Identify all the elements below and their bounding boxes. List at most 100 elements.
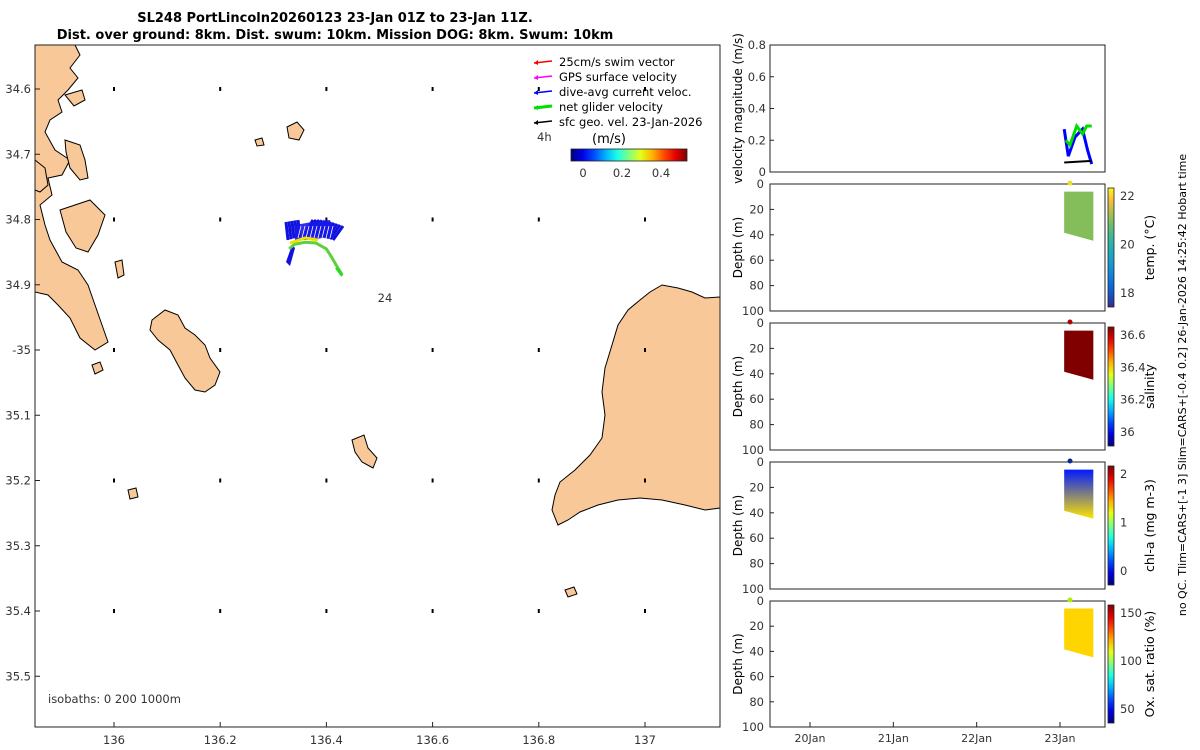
glider-track-fast-segment: [289, 236, 319, 245]
panel-3: Depth (m) 0 20 40 60 80 100 36.6 36.4 36.2 36 salin…: [731, 316, 1157, 457]
map-y-tick-label: 34.8: [5, 213, 31, 227]
date-tick-label: 21Jan: [878, 732, 909, 745]
depth-tick-label: 80: [749, 279, 764, 293]
colorbar-tick-label: 36.4: [1120, 360, 1146, 374]
section-data: [1064, 330, 1094, 380]
isobath-mark: [537, 348, 540, 352]
isobath-mark: [644, 217, 646, 222]
current-vector: [287, 221, 293, 240]
land-small-island-c: [351, 434, 378, 469]
swim-vector: [317, 225, 322, 239]
current-vector: [328, 224, 342, 241]
field-colorbar: [1107, 187, 1115, 308]
colorbar-label: chl-a (mg m-3): [1142, 479, 1157, 572]
isobath-mark: [325, 217, 328, 222]
isobath-mark: [325, 87, 328, 91]
date-tick-label: 22Jan: [961, 732, 992, 745]
isobath-mark: [219, 609, 222, 613]
land-west-peninsula: [34, 44, 109, 351]
speed-colorbar-tick: 0: [579, 166, 586, 180]
swim-vector: [301, 225, 306, 239]
panel-ylabel: Depth (m): [731, 217, 745, 278]
colorbar-label: temp. (°C): [1142, 215, 1157, 280]
field-colorbar: [1107, 465, 1115, 586]
map-x-tick-label: 136.4: [310, 733, 343, 747]
depth-tick-label: 80: [749, 418, 764, 432]
swim-vector: [321, 225, 326, 239]
current-vector: [284, 221, 290, 241]
colorbar-tick-label: 22: [1120, 189, 1135, 203]
isobath-mark: [113, 217, 115, 222]
surface-dot: [1067, 319, 1073, 325]
current-vector-fill: [295, 220, 335, 240]
field-colorbar: [1107, 604, 1115, 724]
net-velocity-arrow: [335, 267, 343, 277]
legend-label: dive-avg current veloc.: [559, 85, 692, 99]
colorbar-label: salinity: [1142, 363, 1157, 408]
swim-vector: [297, 225, 302, 239]
legend-label: 25cm/s swim vector: [559, 55, 675, 69]
vel-y-tick-label: 0.2: [748, 133, 766, 147]
legend-arrowhead: [534, 105, 538, 110]
isobath-mark: [219, 348, 222, 352]
colorbar-tick-label: 18: [1120, 286, 1135, 300]
map-x-tick-label: 136: [103, 733, 125, 747]
section-data: [1064, 608, 1094, 658]
date-tick-label: 20Jan: [795, 732, 826, 745]
land-east-coast: [551, 284, 721, 526]
depth-tick-label: 80: [749, 695, 764, 709]
isobath-mark: [219, 217, 222, 222]
isobath-label: isobaths: 0 200 1000m: [48, 692, 181, 706]
panel-ylabel: Depth (m): [731, 356, 745, 417]
land-small-island-d: [127, 487, 139, 500]
current-vector-south: [286, 245, 295, 266]
glider-track: [284, 219, 345, 277]
map-y-tick-label: 35.2: [5, 474, 31, 488]
depth-tick-label: 20: [749, 480, 764, 494]
isobath-mark: [219, 478, 222, 483]
colorbar-unit: (m/s): [592, 132, 626, 147]
depth-tick-label: 60: [749, 670, 764, 684]
land-north-island: [64, 89, 86, 107]
isobath-mark: [644, 478, 646, 483]
isobath-mark: [644, 609, 646, 613]
map-x-tick-label: 137: [634, 733, 656, 747]
isobath-mark: [219, 87, 222, 91]
colorbar-tick-label: 1: [1120, 516, 1127, 530]
legend-arrowhead: [534, 90, 538, 95]
depth-tick-label: 60: [749, 253, 764, 267]
surface-dot: [1067, 458, 1073, 464]
isobath-mark: [431, 609, 434, 613]
depth-tick-label: 20: [749, 341, 764, 355]
map-y-axis: 34.6 34.7 34.8 34.9 -35 35.1 35.2 35.3 35.4 35.5: [5, 82, 40, 683]
panel-5: Depth (m) 0 20 40 60 80 100 150 100 50 Ox. sat. ra…: [731, 594, 1157, 734]
land-masses: [34, 44, 721, 598]
colorbar-tick-label: 100: [1120, 654, 1142, 668]
colorbar-tick-label: 2: [1120, 467, 1127, 481]
swim-vector: [313, 225, 318, 239]
land-small-island-g: [254, 137, 265, 147]
isobath-mark: [325, 348, 328, 352]
panel-ylabel: Depth (m): [731, 495, 745, 556]
isobath-mark: [537, 478, 540, 483]
colorbar-label: Ox. sat. ratio (%): [1142, 611, 1157, 718]
panel-frame: [769, 183, 1106, 312]
surface-dot: [1067, 597, 1073, 603]
depth-tick-label: 100: [742, 582, 764, 596]
isobath-mark: [537, 87, 540, 91]
legend-arrowhead: [534, 60, 538, 65]
speed-colorbar-tick: 0.4: [652, 166, 670, 180]
title-line-1: SL248 PortLincoln20260123 23-Jan 01Z to …: [137, 11, 533, 26]
map-y-tick-label: 34.9: [5, 278, 31, 292]
isobath-mark: [325, 478, 328, 483]
panel-1: velocity magnitude (m/s) 0 0.2 0.4 0.6 0.8: [731, 33, 1106, 184]
swim-vector: [305, 225, 310, 239]
depth-tick-label: 0: [757, 316, 764, 330]
depth-tick-label: 100: [742, 443, 764, 457]
current-vector: [290, 220, 296, 239]
depth-tick-label: 40: [749, 367, 764, 381]
speed-colorbar-tick: 0.2: [613, 166, 631, 180]
panel-2: Depth (m) 0 20 40 60 80 100 22 20 18 temp. (°C): [731, 177, 1157, 318]
depth-tick-label: 80: [749, 557, 764, 571]
panel-frame: [769, 322, 1106, 451]
